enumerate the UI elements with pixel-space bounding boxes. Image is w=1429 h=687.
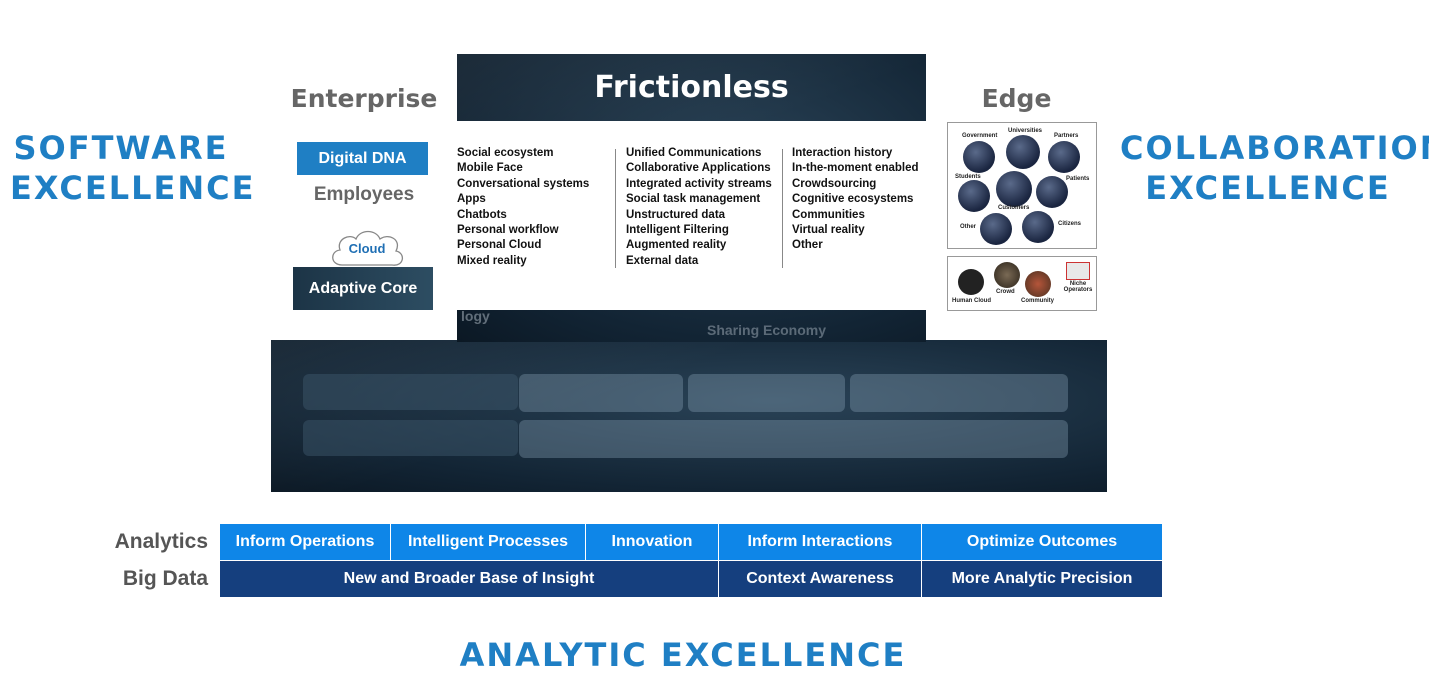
group-label: Community <box>1021 298 1054 304</box>
stakeholder-label: Customers <box>998 205 1030 211</box>
ghost-block <box>688 374 845 412</box>
government-circle <box>963 141 995 173</box>
list-item: Crowdsourcing <box>792 177 877 190</box>
enterprise-title: Enterprise <box>290 84 438 113</box>
stakeholder-label: Students <box>955 174 981 180</box>
frictionless-column-1: Social ecosystem Mobile Face Conversatio… <box>457 146 589 269</box>
list-item: Social task management <box>626 193 761 206</box>
universities-circle <box>1006 135 1040 169</box>
list-item: Cognitive ecosystems <box>792 193 914 206</box>
frictionless-content-box: Social ecosystem Mobile Face Conversatio… <box>448 121 926 310</box>
list-item: Chatbots <box>457 208 507 221</box>
edge-title: Edge <box>981 84 1052 113</box>
community-circle <box>1025 271 1051 297</box>
analytic-excellence-label: ANALYTIC EXCELLENCE <box>459 636 907 674</box>
group-label: Crowd <box>996 289 1015 295</box>
cloud-icon <box>332 230 403 266</box>
bigdata-cell-broader-insight: New and Broader Base of Insight <box>220 561 719 597</box>
stakeholder-label: Other <box>960 224 977 230</box>
list-item: Conversational systems <box>457 177 590 190</box>
analytics-cell-intelligent-processes: Intelligent Processes <box>391 524 586 560</box>
cloud-label: Cloud <box>348 241 386 256</box>
ghost-block <box>850 374 1068 412</box>
stakeholder-label: Government <box>962 133 998 139</box>
list-item: Mixed reality <box>457 254 527 267</box>
analytics-cell-inform-operations: Inform Operations <box>220 524 391 560</box>
bigdata-cell-context-awareness: Context Awareness <box>719 561 922 597</box>
list-item: Personal Cloud <box>457 239 542 252</box>
patients-circle <box>1036 176 1068 208</box>
list-item: Unstructured data <box>626 208 726 221</box>
background-fragment-logy: logy <box>461 308 490 324</box>
ghost-block <box>303 420 518 456</box>
list-item: Other <box>792 239 823 252</box>
students-circle <box>958 180 990 212</box>
stakeholder-label: Patients <box>1066 176 1090 182</box>
list-item: In-the-moment enabled <box>792 162 919 175</box>
bigdata-label: Big Data <box>122 567 208 590</box>
column-divider <box>615 149 616 268</box>
edge-section: Edge Government Universities Partners St… <box>926 70 1107 340</box>
list-item: Communities <box>792 208 865 221</box>
digital-dna-box: Digital DNA <box>297 142 428 175</box>
frictionless-column-3: Interaction history In-the-moment enable… <box>792 146 919 254</box>
analytics-cell-inform-interactions: Inform Interactions <box>719 524 922 560</box>
edge-groups-box: Human Cloud Crowd Community Niche Operat… <box>947 256 1097 311</box>
column-divider <box>782 149 783 268</box>
frictionless-column-2: Unified Communications Collaborative App… <box>626 146 772 269</box>
other-circle <box>980 213 1012 245</box>
stakeholder-label: Universities <box>1008 128 1043 134</box>
enterprise-section: Enterprise Digital DNA Employees Cloud A… <box>271 70 457 340</box>
list-item: Mobile Face <box>457 162 523 175</box>
background-image-panel <box>271 340 1107 492</box>
crowd-circle <box>994 262 1020 288</box>
list-item: Virtual reality <box>792 224 865 237</box>
edge-stakeholders-box: Government Universities Partners Student… <box>947 122 1097 249</box>
citizens-circle <box>1022 211 1054 243</box>
list-item: External data <box>626 254 699 267</box>
software-excellence-label: SOFTWARE EXCELLENCE <box>10 129 256 207</box>
human-cloud-circle <box>958 269 984 295</box>
list-item: Unified Communications <box>626 147 762 159</box>
frictionless-title: Frictionless <box>594 69 789 105</box>
bigdata-cell-analytic-precision: More Analytic Precision <box>922 561 1162 597</box>
employees-label: Employees <box>313 184 415 205</box>
group-label: Niche Operators <box>1063 281 1093 293</box>
analytics-cell-innovation: Innovation <box>586 524 719 560</box>
ghost-block <box>303 374 518 410</box>
ghost-block <box>519 374 683 412</box>
list-item: Integrated activity streams <box>626 177 772 190</box>
analytics-label: Analytics <box>114 530 208 553</box>
niche-operators-icon <box>1066 262 1090 280</box>
stakeholder-label: Citizens <box>1058 221 1082 227</box>
partners-circle <box>1048 141 1080 173</box>
background-fragment-sharing: Sharing Economy <box>707 322 827 338</box>
list-item: Collaborative Applications <box>626 162 771 175</box>
stakeholder-label: Partners <box>1054 133 1079 139</box>
list-item: Social ecosystem <box>457 147 554 159</box>
list-item: Personal workflow <box>457 224 559 237</box>
customers-circle <box>996 171 1032 207</box>
list-item: Interaction history <box>792 147 893 159</box>
adaptive-core-box: Adaptive Core <box>293 267 433 310</box>
bigdata-bar: New and Broader Base of Insight Context … <box>220 561 1162 597</box>
list-item: Intelligent Filtering <box>626 224 729 237</box>
ghost-block <box>519 420 1068 458</box>
collaboration-excellence-label: COLLABORATION EXCELLENCE <box>1120 129 1429 207</box>
analytics-cell-optimize-outcomes: Optimize Outcomes <box>922 524 1162 560</box>
list-item: Augmented reality <box>626 239 727 252</box>
list-item: Apps <box>457 193 486 206</box>
group-label: Human Cloud <box>952 298 991 304</box>
analytics-bar: Inform Operations Intelligent Processes … <box>220 524 1162 560</box>
